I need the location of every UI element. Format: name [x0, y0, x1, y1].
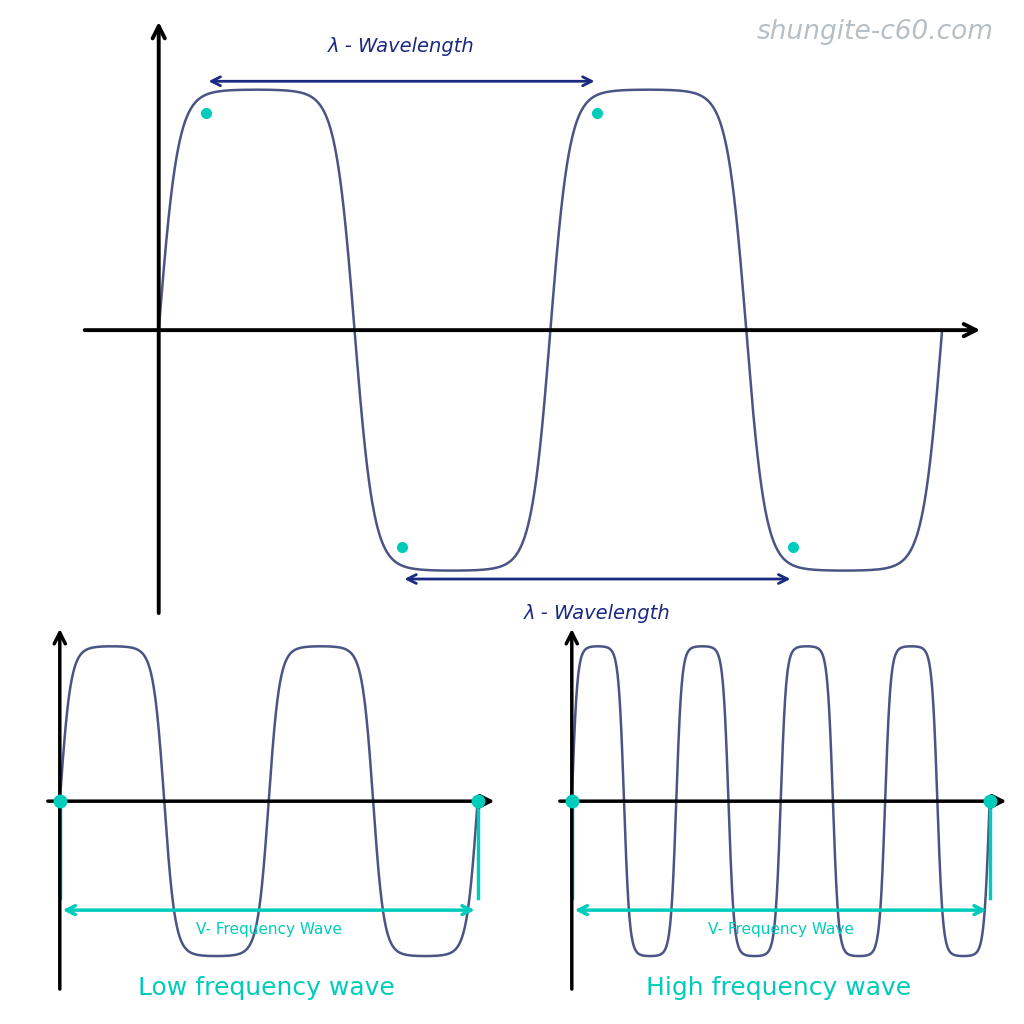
Text: shungite-c60.com: shungite-c60.com — [757, 19, 993, 45]
Text: High frequency wave: High frequency wave — [646, 976, 910, 999]
Text: Low frequency wave: Low frequency wave — [138, 976, 394, 999]
Text: λ - Wavelength: λ - Wavelength — [524, 604, 671, 624]
Text: λ - Wavelength: λ - Wavelength — [328, 37, 475, 56]
Text: V- Frequency Wave: V- Frequency Wave — [196, 922, 342, 937]
Text: V- Frequency Wave: V- Frequency Wave — [708, 922, 854, 937]
